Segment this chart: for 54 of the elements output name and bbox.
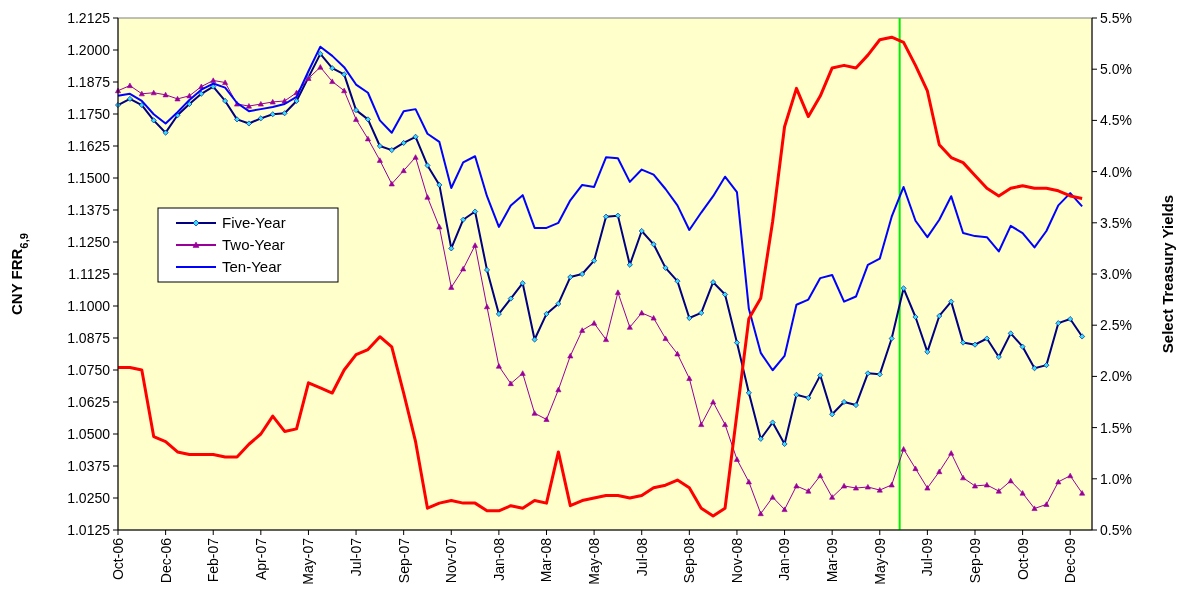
x-tick-label: Oct-09	[1014, 537, 1031, 581]
x-tick-label: Sep-08	[681, 537, 698, 584]
y-tick-label: 1.1750	[67, 105, 111, 122]
x-tick-label: Apr-07	[252, 537, 269, 581]
y2-tick-label: 5.0%	[1100, 61, 1132, 78]
x-tick-label: May-09	[871, 537, 888, 585]
y-tick-label: 1.0750	[67, 361, 111, 378]
x-tick-label: Feb-07	[205, 537, 222, 583]
x-tick-label: Dec-09	[1062, 537, 1079, 584]
y2-tick-label: 2.0%	[1100, 368, 1132, 385]
y2-tick-label: 2.5%	[1100, 317, 1132, 334]
x-tick-label: Jan-08	[490, 537, 507, 581]
y-tick-label: 1.2125	[67, 9, 111, 26]
y-tick-label: 1.0875	[67, 329, 111, 346]
y2-tick-label: 4.5%	[1100, 112, 1132, 129]
y-tick-label: 1.2000	[67, 41, 111, 58]
y-tick-label: 1.0250	[67, 489, 111, 506]
y-tick-label: 1.0375	[67, 457, 111, 474]
y2-tick-label: 1.5%	[1100, 419, 1132, 436]
y2-tick-label: 1.0%	[1100, 470, 1132, 487]
y2-tick-label: 5.5%	[1100, 9, 1132, 26]
x-tick-label: May-07	[300, 537, 317, 585]
y-tick-label: 1.1250	[67, 233, 111, 250]
line-series	[117, 45, 1084, 372]
x-tick-label: Nov-08	[728, 537, 745, 584]
y-tick-label: 1.0125	[67, 521, 111, 538]
x-tick-label: Jan-09	[776, 537, 793, 581]
y-tick-label: 1.1125	[68, 265, 111, 282]
x-tick-label: Mar-09	[824, 537, 841, 583]
y-tick-label: 1.0500	[67, 425, 111, 442]
y-tick-label: 1.1875	[67, 73, 111, 90]
x-tick-label: Sep-07	[395, 537, 412, 584]
y2-tick-label: 4.0%	[1100, 163, 1132, 180]
legend-label: Five-Year	[222, 214, 286, 232]
y2-tick-label: 0.5%	[1100, 521, 1132, 538]
y2-tick-label: 3.5%	[1100, 214, 1132, 231]
legend-label: Ten-Year	[222, 258, 282, 276]
y2-axis-title: Select Treasury Yields	[1159, 194, 1177, 354]
x-tick-label: Sep-09	[966, 537, 983, 584]
x-tick-label: Jul-08	[633, 537, 650, 577]
y2-tick-label: 3.0%	[1100, 265, 1132, 282]
y-tick-label: 1.1625	[67, 137, 111, 154]
y-tick-label: 1.1500	[67, 169, 111, 186]
y-tick-label: 1.1000	[67, 297, 111, 314]
x-tick-label: May-08	[586, 537, 603, 585]
y-tick-label: 1.0625	[67, 393, 111, 410]
x-tick-label: Mar-08	[538, 537, 555, 583]
x-tick-label: Dec-06	[157, 537, 174, 584]
x-tick-label: Jul-09	[919, 537, 936, 577]
legend-label: Two-Year	[222, 236, 285, 254]
x-tick-label: Oct-06	[109, 537, 126, 581]
x-tick-label: Nov-07	[443, 537, 460, 584]
y-tick-label: 1.1375	[67, 201, 111, 218]
x-tick-label: Jul-07	[347, 537, 364, 577]
